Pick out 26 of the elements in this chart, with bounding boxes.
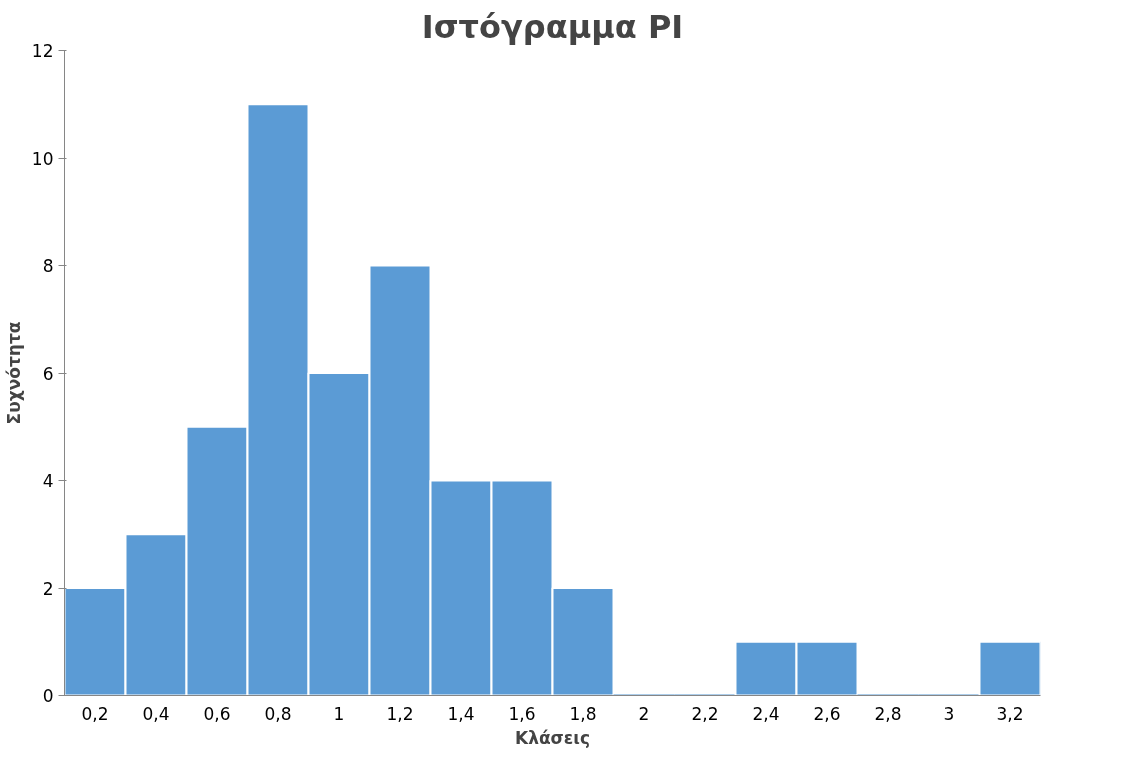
- x-tick-label: 1,4: [447, 703, 475, 724]
- y-tick-label: 6: [42, 363, 54, 384]
- x-tick-label: 1: [333, 703, 345, 724]
- x-tick-label: 0,8: [264, 703, 292, 724]
- x-tick-label: 1,8: [569, 703, 597, 724]
- x-tick-label: 3: [943, 703, 955, 724]
- x-tick-label: 0,6: [203, 703, 231, 724]
- x-tick-label: 0,2: [81, 703, 109, 724]
- x-tick-label: 2,2: [691, 703, 719, 724]
- y-axis-title: Συχνότητα: [3, 321, 24, 425]
- x-tick-label: 3,2: [996, 703, 1024, 724]
- x-tick-label: 1,6: [508, 703, 536, 724]
- x-tick-label: 2: [638, 703, 650, 724]
- y-tick-label: 0: [42, 686, 54, 706]
- x-tick-label: 0,4: [142, 703, 170, 724]
- y-tick-label: 4: [42, 471, 54, 491]
- chart-title: Ιστόγραμμα PI: [421, 7, 684, 46]
- x-tick-label: 2,8: [874, 703, 902, 724]
- y-tick-label: 12: [31, 41, 54, 61]
- x-tick-label: 2,4: [752, 703, 780, 724]
- y-tick-label: 2: [42, 578, 54, 599]
- x-tick-label: 1,2: [386, 703, 414, 724]
- y-tick-label: 8: [42, 256, 54, 276]
- x-axis-title: Κλάσεις: [514, 727, 591, 748]
- y-tick-label: 10: [31, 148, 54, 169]
- x-tick-label: 2,6: [813, 703, 841, 724]
